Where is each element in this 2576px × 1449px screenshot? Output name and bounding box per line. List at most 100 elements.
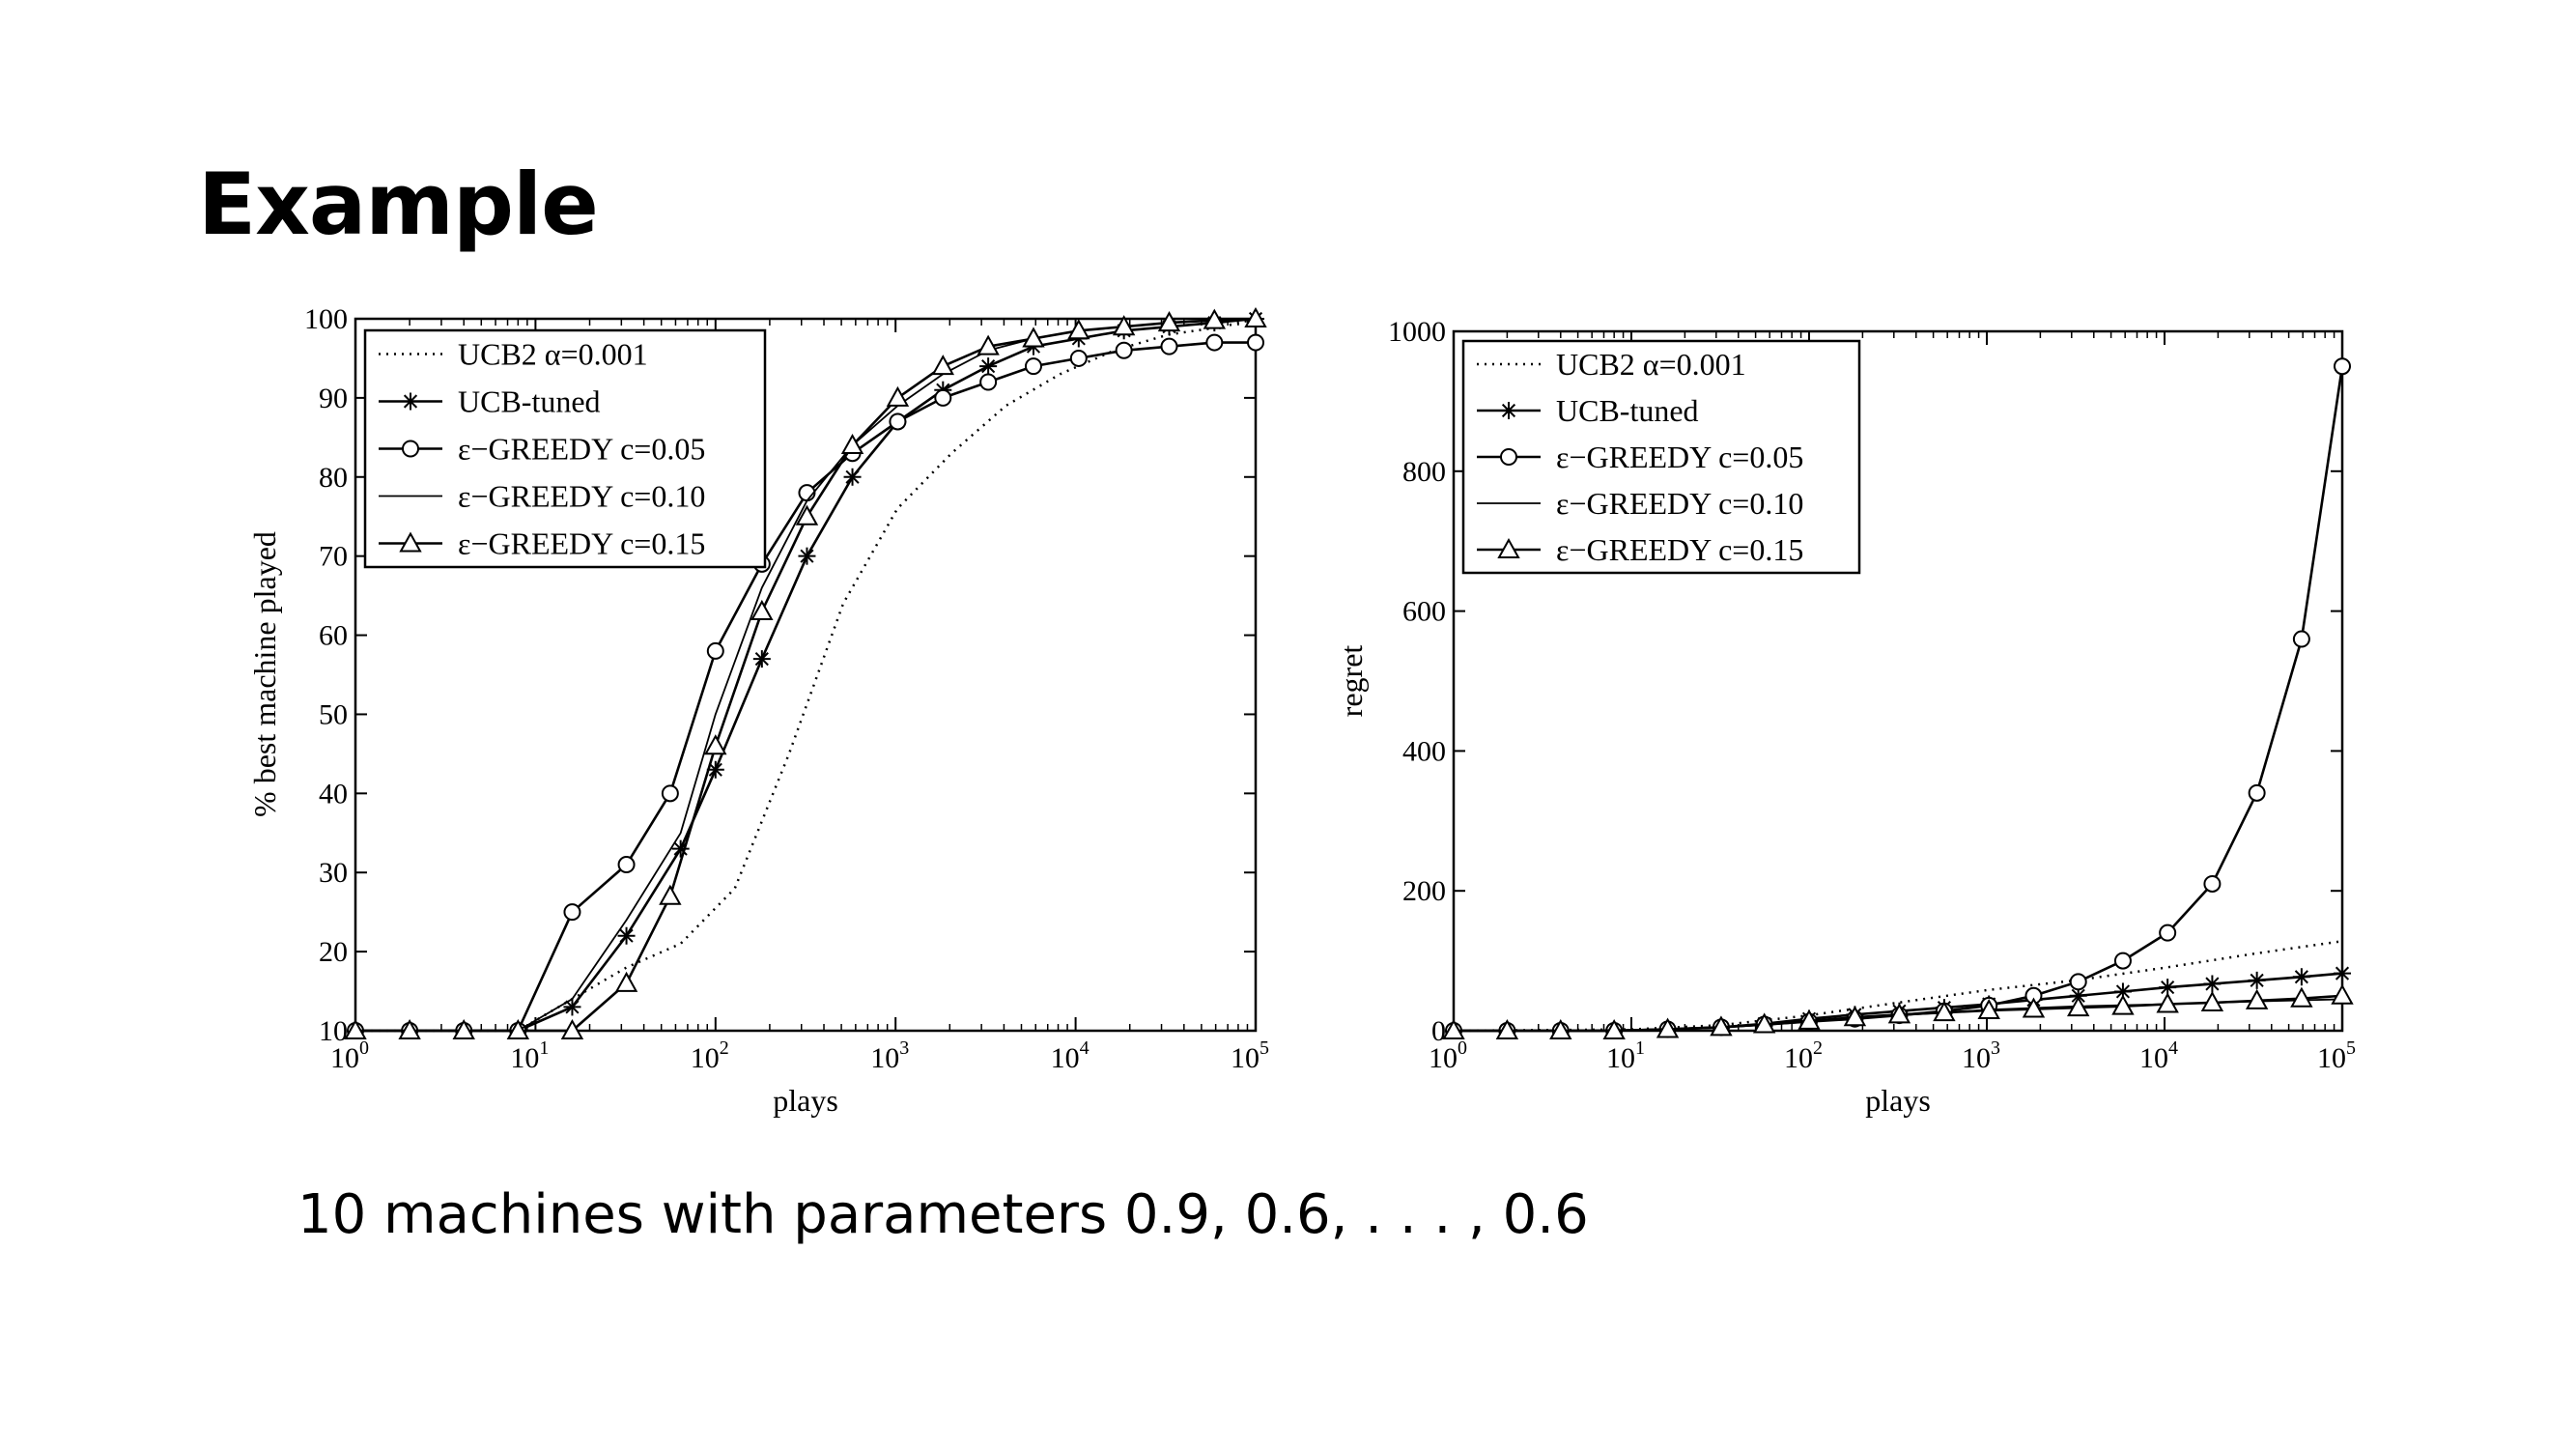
y-tick-label: 10 bbox=[319, 1015, 348, 1047]
star-marker-stroke bbox=[403, 394, 418, 409]
data-point bbox=[706, 760, 724, 779]
data-point bbox=[1244, 306, 1267, 327]
plot-frame bbox=[1452, 329, 2344, 1033]
legend-label: UCB-tuned bbox=[1556, 393, 1699, 428]
data-point bbox=[1843, 1006, 1867, 1027]
x-tick-label: 103 bbox=[1962, 1037, 2000, 1074]
data-point bbox=[2203, 874, 2222, 893]
data-point bbox=[1022, 327, 1045, 348]
series-1 bbox=[355, 317, 1257, 1033]
y-tick-label: 20 bbox=[319, 936, 348, 968]
star-marker-stroke bbox=[2335, 966, 2350, 980]
legend-label: ε−GREEDY c=0.10 bbox=[458, 479, 705, 514]
data-point bbox=[1442, 1018, 1465, 1039]
legend-label: ε−GREEDY c=0.05 bbox=[458, 432, 705, 467]
y-tick-label: 600 bbox=[1402, 596, 1446, 628]
series-5 bbox=[344, 306, 1267, 1039]
data-point bbox=[617, 856, 636, 874]
chart-regret: 0 200 400 600 800 1000 100 101 102 103 104 105 plays… bbox=[1334, 316, 2356, 1118]
y-tick-label: 30 bbox=[319, 857, 348, 889]
data-point bbox=[934, 388, 952, 407]
star-marker-stroke bbox=[981, 359, 996, 374]
y-tick-label: 0 bbox=[1431, 1015, 1446, 1047]
data-point bbox=[344, 1018, 367, 1039]
legend-marker bbox=[1500, 448, 1517, 466]
star-marker-stroke bbox=[2115, 984, 2131, 999]
data-point bbox=[795, 504, 819, 526]
x-tick-label: 103 bbox=[870, 1037, 909, 1074]
data-point bbox=[2159, 979, 2177, 997]
x-tick-label: 100 bbox=[330, 1037, 369, 1074]
data-point bbox=[560, 1018, 584, 1039]
data-point bbox=[2067, 996, 2090, 1017]
data-point bbox=[1710, 1015, 1733, 1037]
data-point bbox=[1069, 349, 1088, 367]
legend-label: UCB2 α=0.001 bbox=[458, 337, 648, 372]
data-point bbox=[979, 373, 998, 391]
star-marker-stroke bbox=[754, 652, 769, 667]
data-point bbox=[2111, 994, 2135, 1015]
legend-label: ε−GREEDY c=0.05 bbox=[1556, 440, 1803, 474]
legend-marker bbox=[1500, 402, 1517, 419]
y-axis-label: regret bbox=[1334, 645, 1369, 718]
data-point bbox=[2292, 968, 2310, 986]
star-marker-stroke bbox=[708, 762, 722, 777]
legend-marker bbox=[399, 531, 422, 553]
data-point bbox=[452, 1018, 475, 1039]
data-point bbox=[2069, 973, 2087, 991]
data-point bbox=[1115, 341, 1133, 359]
legend-label: ε−GREEDY c=0.15 bbox=[458, 526, 705, 561]
slide-title: Example bbox=[198, 155, 599, 254]
data-point bbox=[617, 926, 636, 945]
data-point bbox=[398, 1018, 421, 1039]
data-point bbox=[1933, 1001, 1956, 1022]
data-point bbox=[752, 650, 771, 668]
y-tick-label: 40 bbox=[319, 778, 348, 810]
data-point bbox=[1752, 1012, 1776, 1034]
data-point bbox=[798, 547, 816, 565]
data-point bbox=[659, 884, 682, 905]
data-point bbox=[2292, 630, 2310, 648]
legend: UCB2 α=0.001 UCB-tuned ε−GREEDY c=0.05 ε−GR… bbox=[1461, 339, 1861, 575]
y-tick-label: 80 bbox=[319, 462, 348, 494]
data-point bbox=[1205, 333, 1224, 352]
data-point bbox=[931, 355, 954, 376]
data-point bbox=[1798, 1009, 1821, 1030]
data-point bbox=[706, 641, 724, 660]
data-point bbox=[2200, 990, 2224, 1012]
data-point bbox=[840, 433, 864, 455]
data-point bbox=[1495, 1018, 1519, 1039]
y-tick-label: 50 bbox=[319, 698, 348, 730]
data-point bbox=[886, 385, 910, 407]
data-point bbox=[2113, 952, 2132, 970]
data-point bbox=[1602, 1018, 1626, 1039]
star-marker-stroke bbox=[565, 1000, 580, 1014]
star-marker-stroke bbox=[619, 928, 634, 943]
legend-label: ε−GREEDY c=0.10 bbox=[1556, 486, 1803, 521]
legend-label: UCB2 α=0.001 bbox=[1556, 347, 1746, 382]
star-marker-stroke bbox=[1501, 403, 1516, 418]
series-line bbox=[355, 317, 1257, 1033]
legend-marker bbox=[1497, 537, 1520, 558]
x-tick-label: 102 bbox=[1784, 1037, 1823, 1074]
data-point bbox=[2331, 983, 2354, 1005]
y-tick-label: 60 bbox=[319, 620, 348, 652]
data-point bbox=[1549, 1018, 1572, 1039]
data-point bbox=[1067, 319, 1090, 340]
y-tick-label: 200 bbox=[1402, 875, 1446, 907]
series-5 bbox=[1442, 983, 2354, 1039]
y-tick-label: 1000 bbox=[1388, 316, 1446, 348]
data-point bbox=[614, 971, 638, 992]
y-tick-label: 70 bbox=[319, 541, 348, 573]
data-point bbox=[2245, 988, 2269, 1009]
data-point bbox=[2290, 986, 2313, 1008]
x-tick-label: 104 bbox=[1051, 1037, 1090, 1074]
data-point bbox=[2248, 971, 2266, 989]
data-point bbox=[1656, 1017, 1680, 1038]
y-tick-label: 400 bbox=[1402, 735, 1446, 767]
star-marker-stroke bbox=[800, 549, 814, 563]
x-tick-label: 101 bbox=[510, 1037, 549, 1074]
legend-label: UCB-tuned bbox=[458, 384, 601, 419]
data-point bbox=[2248, 783, 2266, 802]
